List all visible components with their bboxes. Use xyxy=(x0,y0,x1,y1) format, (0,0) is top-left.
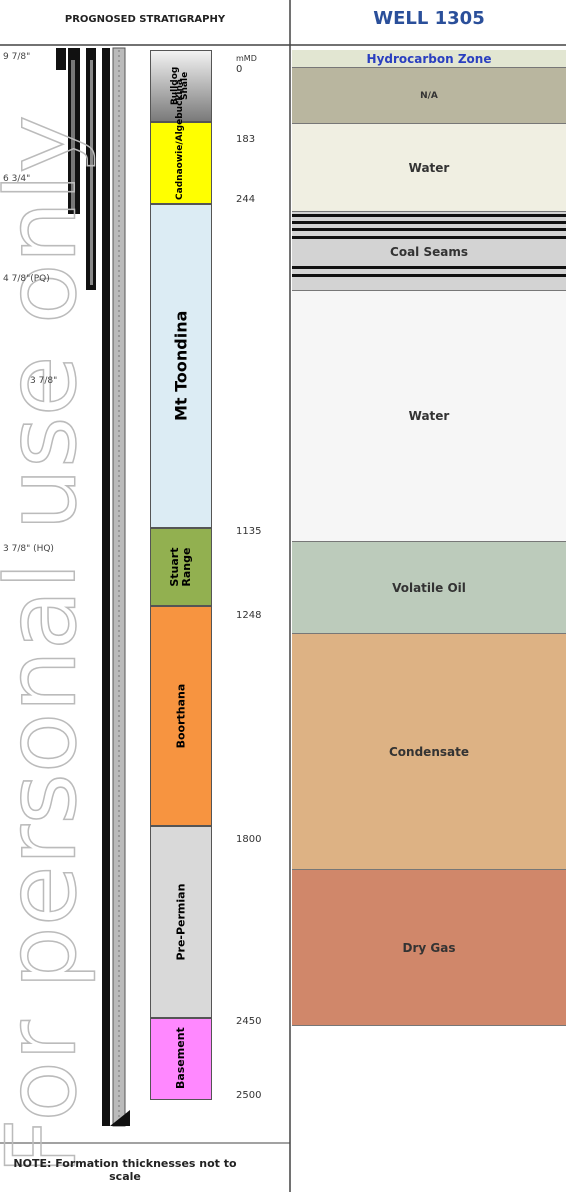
formation-label: Stuart Range xyxy=(167,547,193,587)
zone: Dry Gas xyxy=(292,870,566,1026)
depth-header: mMD xyxy=(236,54,257,63)
formation: Basement xyxy=(150,1018,212,1100)
formation: Cadnaowie/Algebuckina xyxy=(150,79,212,204)
depth: 2450 xyxy=(236,1016,262,1027)
formation-label: Cadnaowie/Algebuckina xyxy=(175,79,186,200)
shape xyxy=(71,60,75,210)
zone: Volatile Oil xyxy=(292,542,566,634)
left-title: PROGNOSED STRATIGRAPHY xyxy=(64,14,226,25)
formation: Pre-Permian xyxy=(150,826,212,1018)
formation: Mt Toondina xyxy=(150,204,212,528)
depth: 0 xyxy=(236,64,243,75)
formation: Bulldog Shale xyxy=(150,50,212,122)
depth: 1800 xyxy=(236,834,262,845)
formation-label: Basement xyxy=(173,1027,187,1089)
shape xyxy=(292,274,566,277)
shape xyxy=(102,48,110,1126)
shape xyxy=(56,48,66,70)
formation: Stuart Range xyxy=(150,528,212,606)
right-title: WELL 1305 xyxy=(373,8,485,29)
zone: Coal Seams xyxy=(390,245,468,259)
depth: 1248 xyxy=(236,610,262,621)
casing-label: 6 3/4" xyxy=(3,174,31,184)
depth: 1135 xyxy=(236,526,262,537)
depth: 2500 xyxy=(236,1090,262,1101)
note: NOTE: Formation thicknesses not to scale xyxy=(13,1157,237,1183)
shape xyxy=(90,60,93,285)
casing-label: 3 7/8" xyxy=(30,376,58,386)
casing-label: 9 7/8" xyxy=(3,52,31,62)
formation: Boorthana xyxy=(150,606,212,826)
shape xyxy=(292,236,566,239)
zone: Condensate xyxy=(292,634,566,870)
shape xyxy=(292,228,566,231)
shape xyxy=(292,214,566,217)
depth: 244 xyxy=(236,194,256,205)
shape xyxy=(292,221,566,224)
zone: Water xyxy=(292,124,566,212)
depth: 183 xyxy=(236,134,256,145)
zone: N/A xyxy=(292,68,566,124)
shape xyxy=(110,1110,130,1126)
watermark: For personal use only xyxy=(0,115,97,1175)
formation-label: Pre-Permian xyxy=(173,883,187,961)
casing-label: 4 7/8"(PQ) xyxy=(3,274,50,284)
zone: Hydrocarbon Zone xyxy=(292,50,566,68)
casing-label: 3 7/8" (HQ) xyxy=(3,544,54,554)
zone: Water xyxy=(292,290,566,542)
formation-label: Mt Toondina xyxy=(171,310,191,422)
formation-label: Boorthana xyxy=(173,683,187,749)
shape xyxy=(292,266,566,269)
